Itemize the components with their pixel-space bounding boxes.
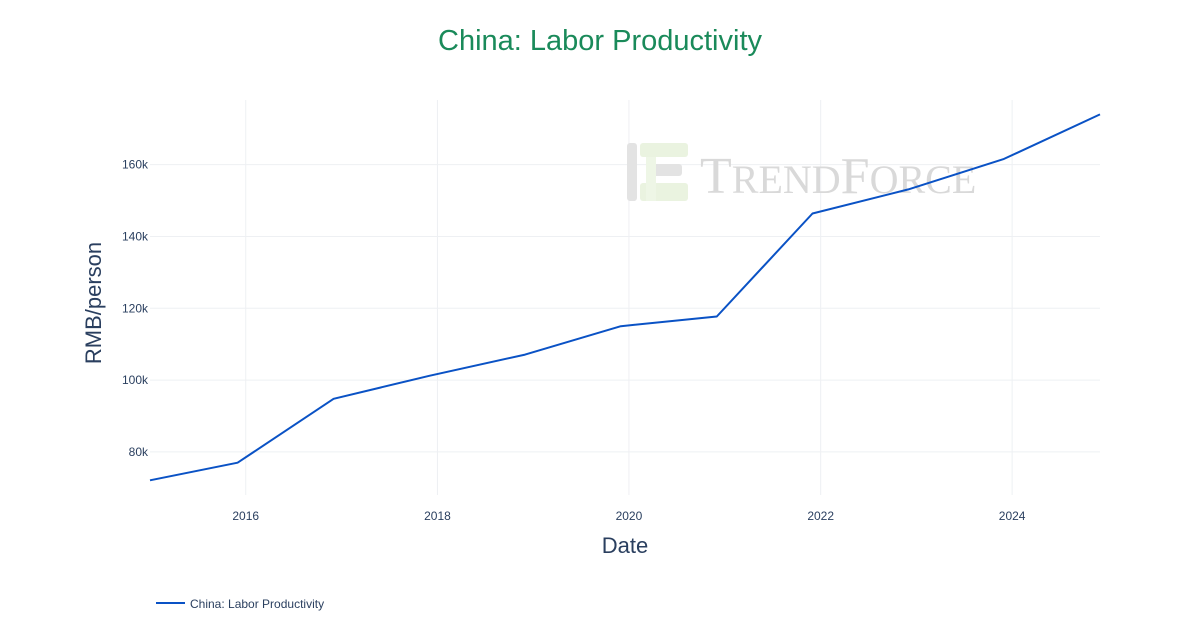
data-point[interactable] [426, 373, 432, 379]
series-group [147, 111, 1103, 483]
x-tick-label: 2016 [232, 509, 259, 523]
watermark: TRENDFORCE [627, 143, 976, 205]
data-point[interactable] [331, 396, 337, 402]
y-axis-title: RMB/person [81, 242, 106, 364]
data-point[interactable] [810, 210, 816, 216]
y-axis-ticks: 80k 100k 120k 140k 160k [122, 158, 149, 459]
data-point[interactable] [618, 323, 624, 329]
data-point[interactable] [522, 352, 528, 358]
watermark-text: TRENDFORCE [700, 148, 976, 205]
data-point[interactable] [235, 460, 241, 466]
y-tick-label: 140k [122, 229, 149, 243]
data-point[interactable] [714, 314, 720, 320]
series-line[interactable] [149, 113, 1101, 482]
x-tick-label: 2018 [424, 509, 451, 523]
x-tick-label: 2024 [999, 509, 1026, 523]
x-axis-title: Date [602, 533, 648, 558]
grid [150, 100, 1100, 495]
y-tick-label: 120k [122, 301, 149, 315]
x-tick-label: 2022 [807, 509, 834, 523]
chart-title: China: Labor Productivity [438, 25, 762, 57]
data-point[interactable] [147, 477, 153, 483]
y-tick-label: 100k [122, 373, 149, 387]
x-tick-label: 2020 [616, 509, 643, 523]
trendforce-logo-icon [627, 143, 688, 201]
data-point[interactable] [1001, 156, 1007, 162]
x-axis-ticks: 2016 2018 2020 2022 2024 [232, 509, 1025, 523]
data-point[interactable] [905, 186, 911, 192]
legend[interactable]: China: Labor Productivity [156, 597, 324, 611]
legend-label: China: Labor Productivity [190, 597, 324, 611]
data-point[interactable] [1097, 111, 1103, 117]
y-tick-label: 80k [129, 445, 149, 459]
y-tick-label: 160k [122, 158, 149, 172]
